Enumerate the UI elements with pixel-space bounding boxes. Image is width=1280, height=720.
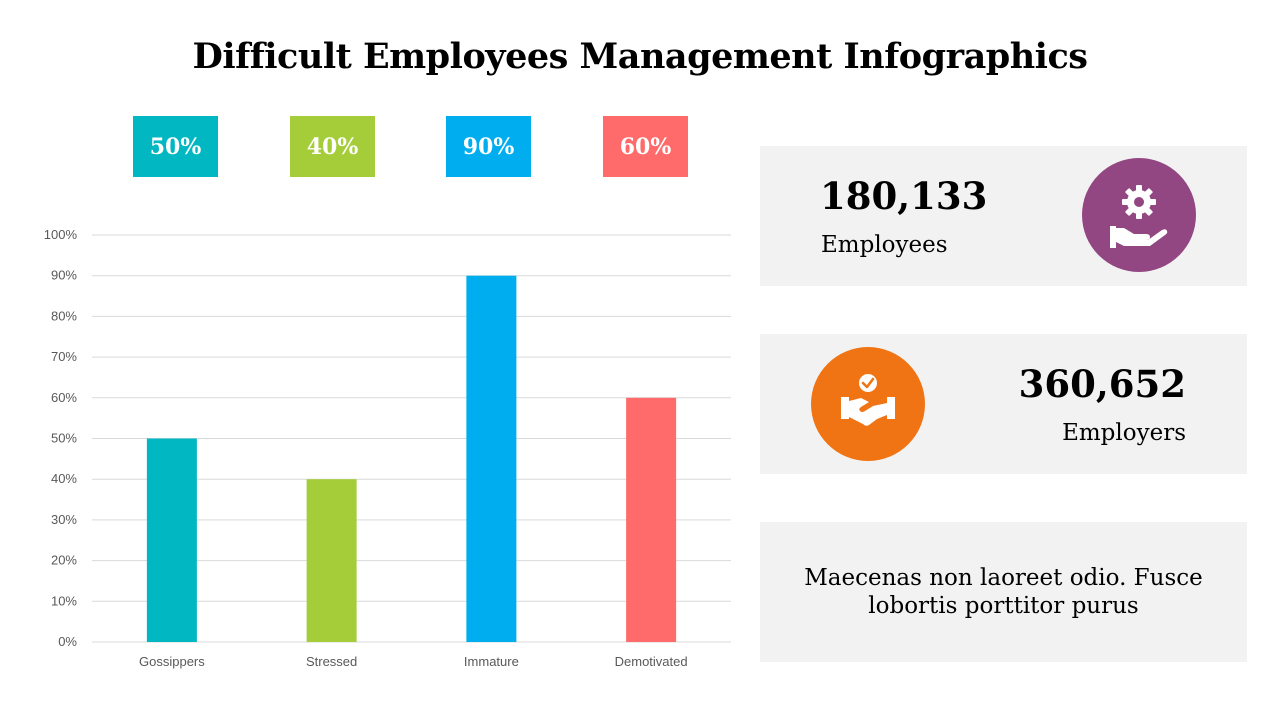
x-tick-label: Gossippers (139, 654, 205, 669)
percent-box-immature: 90% (446, 116, 531, 177)
gear-hand-icon (1082, 158, 1196, 272)
x-tick-label: Immature (464, 654, 519, 669)
y-tick-label: 0% (58, 634, 77, 649)
y-tick-label: 100% (44, 227, 78, 242)
y-tick-label: 70% (51, 349, 77, 364)
note-text: Maecenas non laoreet odio. Fusce loborti… (804, 565, 1203, 619)
y-tick-label: 20% (51, 553, 77, 568)
y-tick-label: 10% (51, 593, 77, 608)
employees-count: 180,133 (820, 174, 988, 218)
x-tick-label: Demotivated (615, 654, 688, 669)
percent-box-gossippers: 50% (133, 116, 218, 177)
y-tick-label: 30% (51, 512, 77, 527)
bar-chart: 0% 10% 20% 30% 40% 50% 60% 70% 80% 90% 100% Gossipp… (44, 227, 731, 669)
x-tick-label: Stressed (306, 654, 357, 669)
y-tick-label: 80% (51, 308, 77, 323)
stat-card-employees: 180,133 Employees (760, 146, 1247, 286)
employers-count: 360,652 (1018, 362, 1186, 406)
employers-label: Employers (1062, 420, 1186, 446)
bar-demotivated (626, 397, 677, 642)
page-title: Difficult Employees Management Infograph… (192, 36, 1088, 77)
note-card: Maecenas non laoreet odio. Fusce loborti… (760, 522, 1247, 662)
bar-gossippers (146, 438, 197, 642)
stat-card-employers: 360,652 Employers (760, 334, 1247, 474)
y-tick-label: 90% (51, 268, 77, 283)
y-tick-label: 60% (51, 390, 77, 405)
employees-label: Employees (821, 232, 948, 258)
bar-immature (466, 275, 517, 642)
percent-box-demotivated: 60% (603, 116, 688, 177)
percent-box-stressed: 40% (290, 116, 375, 177)
handshake-check-icon (811, 347, 925, 461)
bar-stressed (306, 479, 357, 642)
y-tick-label: 50% (51, 431, 77, 446)
y-tick-label: 40% (51, 471, 77, 486)
